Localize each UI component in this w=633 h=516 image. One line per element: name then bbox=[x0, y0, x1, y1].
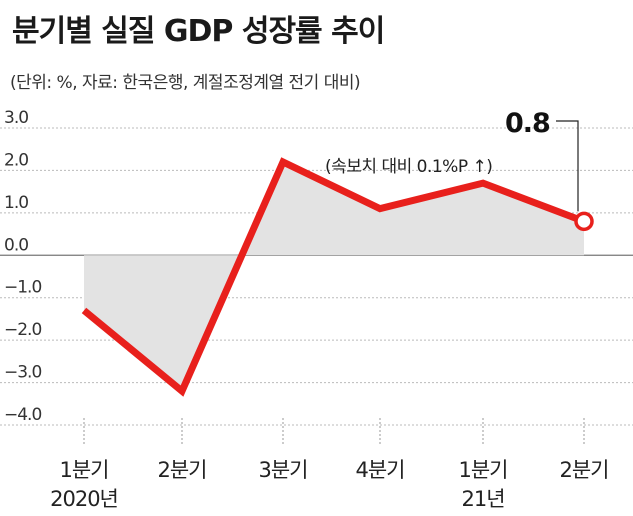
annotation-note: (속보치 대비 0.1%P ↑) bbox=[325, 157, 492, 177]
x-year-label: 2020년 bbox=[50, 487, 118, 511]
annotation-value: 0.8 bbox=[505, 108, 550, 139]
y-tick-label: 3.0 bbox=[4, 108, 28, 128]
x-tick-label: 2분기 bbox=[157, 458, 206, 482]
x-tick-label: 4분기 bbox=[355, 458, 404, 482]
x-tick-label: 2분기 bbox=[559, 458, 608, 482]
y-tick-label: −3.0 bbox=[4, 363, 41, 383]
x-tick-label: 1분기 bbox=[458, 458, 507, 482]
y-tick-label: 2.0 bbox=[4, 150, 28, 170]
x-tick-labels: 1분기 2020년 2분기 3분기 4분기 1분기 21년 2분기 bbox=[50, 458, 609, 511]
y-tick-label: −4.0 bbox=[4, 405, 41, 425]
annotation: 0.8 (속보치 대비 0.1%P ↑) bbox=[325, 108, 579, 212]
y-tick-label: 0.0 bbox=[4, 235, 28, 255]
y-tick-label: 1.0 bbox=[4, 193, 28, 213]
area-fill bbox=[84, 161, 584, 392]
points-layer bbox=[574, 211, 594, 232]
y-tick-label: −2.0 bbox=[4, 320, 41, 340]
page-title: 분기별 실질 GDP 성장률 추이 bbox=[12, 14, 385, 49]
series-line bbox=[81, 157, 586, 397]
y-tick-labels: 3.0 2.0 1.0 0.0 −1.0 −2.0 −3.0 −4.0 bbox=[4, 108, 42, 425]
x-ticks-layer bbox=[83, 418, 585, 445]
data-point-highlight bbox=[574, 211, 594, 232]
y-tick-label: −1.0 bbox=[4, 278, 41, 298]
chart-subtitle: (단위: %, 자료: 한국은행, 계절조정계열 전기 대비) bbox=[10, 73, 361, 93]
x-tick-label: 3분기 bbox=[258, 458, 307, 482]
x-tick-label: 1분기 bbox=[59, 458, 108, 482]
annotation-leader-line bbox=[556, 120, 579, 212]
x-year-label: 21년 bbox=[461, 487, 504, 511]
